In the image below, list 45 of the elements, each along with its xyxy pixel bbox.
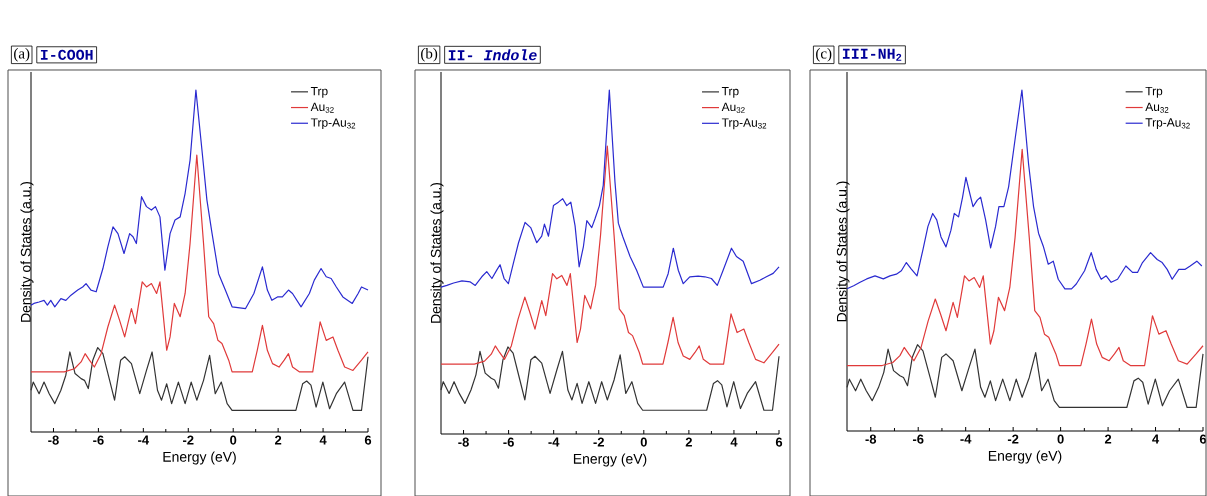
chart-subtitle: III-NH$_{2}$ (842, 48, 902, 61)
chart-subtitle: II- Indole (448, 49, 537, 61)
x-tick-label: -8 (48, 435, 59, 445)
chart-title: (c) (816, 48, 832, 62)
legend-label: Trp (310, 86, 328, 98)
x-tick-label: -8 (458, 437, 469, 447)
x-axis-title: Energy (eV) (988, 450, 1062, 464)
legend-label: Au$_{32}$ (1145, 102, 1169, 113)
legend-label: Trp (1145, 86, 1163, 98)
x-tick-label: -2 (593, 437, 604, 447)
x-tick-label: 4 (319, 435, 327, 445)
x-axis-title: Energy (eV) (163, 451, 236, 465)
legend-label: Au$_{32}$ (310, 102, 334, 113)
x-tick-label: 0 (1057, 434, 1064, 444)
x-tick-label: -4 (138, 435, 150, 445)
chart-title: (b) (421, 48, 438, 62)
x-tick-label: 6 (364, 435, 372, 445)
y-axis-title: Density of States (a.u.) (20, 181, 34, 322)
legend-label: Trp-Au$_{32}$ (1145, 118, 1190, 130)
x-tick-label: 0 (640, 437, 647, 447)
x-tick-label: 6 (775, 437, 783, 447)
x-tick-label: -8 (865, 434, 877, 444)
legend-label: Au$_{32}$ (721, 102, 745, 113)
x-tick-label: -6 (503, 437, 514, 447)
x-tick-label: -6 (912, 434, 924, 444)
chart-subtitle: I-COOH (40, 49, 93, 60)
x-tick-label: 6 (1199, 434, 1207, 444)
x-tick-label: 4 (1152, 434, 1160, 444)
y-axis-title: Density of States (a.u.) (430, 182, 444, 323)
legend-label: Trp-Au$_{32}$ (721, 118, 767, 130)
x-tick-label: -4 (548, 437, 560, 447)
x-tick-label: 2 (1104, 434, 1112, 444)
y-axis-title: Density of States (a.u.) (836, 181, 850, 322)
x-axis-title: Energy (eV) (573, 453, 647, 467)
x-tick-label: 4 (730, 437, 738, 447)
x-tick-label: 2 (685, 437, 692, 447)
x-tick-label: 0 (230, 435, 237, 445)
chart-title: (a) (14, 48, 30, 62)
x-tick-label: -2 (183, 435, 194, 445)
x-tick-label: -2 (1007, 434, 1019, 444)
x-tick-label: -6 (93, 435, 104, 445)
legend-label: Trp-Au$_{32}$ (310, 118, 356, 130)
legend-label: Trp (721, 87, 739, 98)
x-tick-label: 2 (274, 435, 282, 445)
x-tick-label: -4 (960, 434, 972, 444)
